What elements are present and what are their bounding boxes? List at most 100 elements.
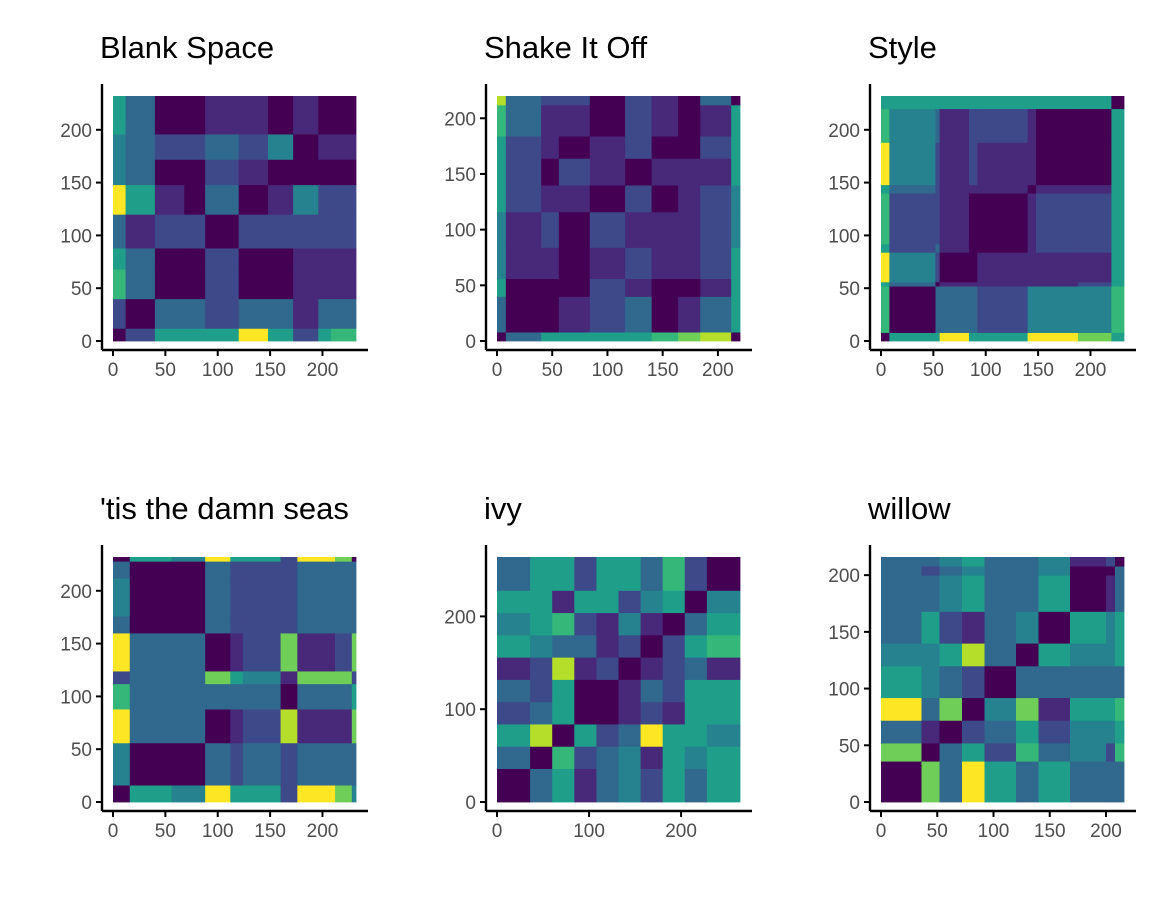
heatmap-cell <box>939 252 970 283</box>
heatmap-cell <box>700 136 732 159</box>
y-tick-label: 50 <box>71 740 92 761</box>
heatmap-cell <box>558 158 591 186</box>
heatmap-cell <box>651 332 679 342</box>
heatmap-cell <box>1115 611 1125 644</box>
heatmap-cell <box>1115 575 1125 612</box>
heatmap-cell <box>154 298 185 329</box>
heatmap-cell <box>297 671 336 685</box>
heatmap-cell <box>1111 108 1125 143</box>
x-tick-label: 150 <box>1022 360 1054 381</box>
heatmap-cell <box>293 248 319 270</box>
heatmap-cell <box>505 136 542 159</box>
y-tick-label: 200 <box>828 121 860 142</box>
heatmap-cell <box>552 590 575 614</box>
heatmap-cell <box>968 332 978 342</box>
x-tick-label: 200 <box>665 821 697 842</box>
heatmap-cell <box>881 557 922 567</box>
heatmap-cell <box>1070 720 1107 744</box>
heatmap-cell <box>242 683 281 710</box>
heatmap-cell <box>939 332 970 342</box>
heatmap-cell <box>1115 557 1125 567</box>
heatmap-cell <box>921 665 940 699</box>
heatmap-cell <box>497 185 507 213</box>
heatmap-cell <box>293 298 319 329</box>
heatmap-cell <box>205 159 240 186</box>
heatmap-cell <box>968 184 978 194</box>
heatmap-cell <box>574 768 597 803</box>
heatmap-cell <box>330 328 357 342</box>
heatmap-cell <box>1106 643 1116 667</box>
heatmap-cell <box>184 134 206 160</box>
heatmap-cell <box>558 211 591 248</box>
y-tick-label: 200 <box>828 566 860 587</box>
heatmap-cell <box>625 278 653 297</box>
heatmap-cell <box>154 248 185 270</box>
heatmap-cell <box>962 643 985 667</box>
heatmap-cell <box>881 332 890 342</box>
heatmap-cell <box>889 184 936 194</box>
x-tick-label: 0 <box>108 821 119 842</box>
heatmap-cell <box>1016 720 1039 744</box>
heatmap-cell <box>335 671 353 685</box>
x-tick-label: 0 <box>876 821 887 842</box>
heatmap-cell <box>129 561 173 579</box>
heatmap-cell <box>962 743 985 762</box>
heatmap-cell <box>706 724 741 747</box>
heatmap-cell <box>505 278 542 297</box>
heatmap-cell <box>678 185 701 213</box>
heatmap-cell <box>541 211 560 248</box>
heatmap-cell <box>921 761 940 803</box>
heatmap-cell <box>1036 332 1079 342</box>
heatmap-cell <box>1027 286 1037 333</box>
heatmap-cell <box>1016 643 1039 667</box>
heatmap-cell <box>706 679 741 703</box>
heatmap-cell <box>230 557 244 562</box>
heatmap-cell <box>184 248 206 270</box>
heatmap-cell <box>171 616 206 634</box>
heatmap-cell <box>881 281 890 287</box>
chart-title: 'tis the damn seas <box>100 491 349 526</box>
heatmap-cell <box>318 328 332 342</box>
heatmap-cell <box>242 561 281 579</box>
heatmap-cell <box>977 96 1029 110</box>
heatmap-cell <box>651 185 679 213</box>
heatmap-cell <box>881 96 890 110</box>
heatmap-cell <box>921 611 940 644</box>
heatmap-cell <box>230 561 244 579</box>
heatmap-cell <box>1111 193 1125 245</box>
heatmap-cell <box>171 683 206 710</box>
x-tick-label: 50 <box>155 821 176 842</box>
heatmap-cell <box>640 634 664 658</box>
heatmap-cell <box>984 643 1017 667</box>
heatmap-cell <box>297 557 336 562</box>
heatmap-cell <box>318 121 332 135</box>
heatmap-cell <box>1070 643 1107 667</box>
heatmap-cell <box>1016 611 1039 644</box>
heatmap-cell <box>293 134 319 160</box>
heatmap-cell <box>596 557 619 591</box>
heatmap-cell <box>881 252 890 283</box>
heatmap-cell <box>651 96 679 106</box>
chart-title: Shake It Off <box>484 30 648 65</box>
heatmap-plot: 0 50 100 150 200 0 50 100 150 200 <box>828 84 1136 381</box>
heatmap-cell <box>596 724 619 747</box>
heatmap-cell <box>552 634 575 658</box>
heatmap-cell <box>574 634 597 658</box>
heatmap-cell <box>706 701 741 725</box>
heatmap-cell <box>113 561 131 579</box>
heatmap-cell <box>238 96 269 122</box>
heatmap-cell <box>205 328 240 342</box>
heatmap-cell <box>318 248 332 270</box>
heatmap-cell <box>596 590 619 614</box>
heatmap-cell <box>1027 193 1037 245</box>
heatmap-cell <box>662 590 686 614</box>
heatmap-cell <box>1111 142 1125 186</box>
heatmap-cell <box>935 281 941 287</box>
heatmap-cell <box>684 557 708 591</box>
heatmap-cell <box>125 214 156 249</box>
heatmap-cell <box>497 634 531 658</box>
heatmap-cell <box>625 185 653 213</box>
heatmap-cell <box>184 214 206 249</box>
x-tick-label: 100 <box>202 360 234 381</box>
heatmap-cell <box>351 633 357 672</box>
